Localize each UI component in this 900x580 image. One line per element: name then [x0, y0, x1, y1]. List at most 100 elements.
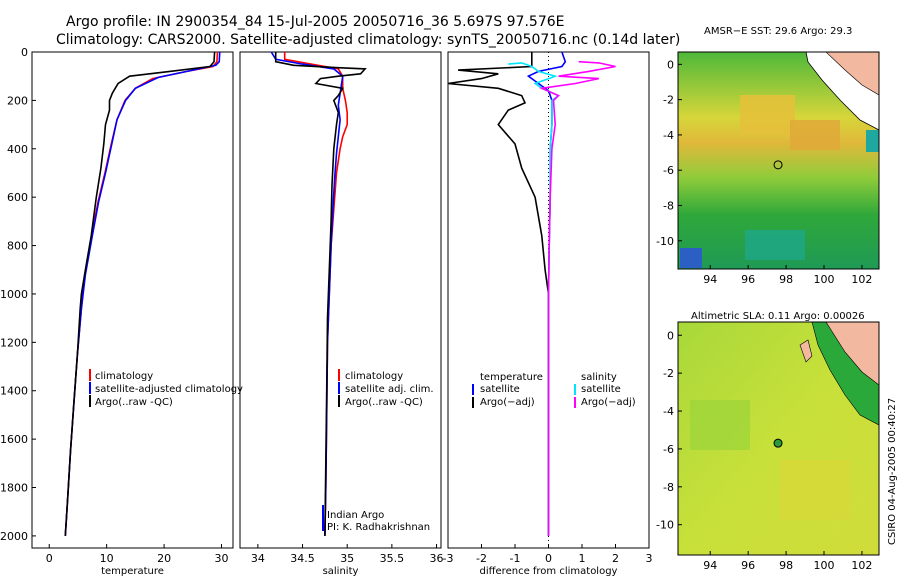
- x-tick-label: 102: [851, 273, 872, 286]
- y-tick-label: 0: [667, 329, 674, 342]
- x-tick-label: 34: [251, 552, 265, 565]
- plot-frame: [677, 51, 880, 270]
- y-tick-label: -2: [663, 94, 674, 107]
- x-tick-label: 20: [157, 552, 171, 565]
- sst-cold-patch: [680, 248, 702, 268]
- sla-patch: [690, 400, 750, 450]
- credit-label: CSIRO 04-Aug-2005 00:40:27: [887, 398, 898, 545]
- x-axis-label: difference from climatology: [480, 566, 618, 577]
- x-tick-label: 2: [612, 552, 619, 565]
- series-line-salinity-argo-adj-: [538, 60, 616, 536]
- y-tick-label: -4: [663, 129, 674, 142]
- x-tick-label: 96: [741, 273, 755, 286]
- x-tick-label: -3: [443, 552, 454, 565]
- y-tick-label: -2: [663, 367, 674, 380]
- legend-label-temp-satellite: satellite: [480, 384, 520, 395]
- legend-label-satellite: satellite adj. clim.: [345, 384, 434, 395]
- annotation-indian-argo: Indian Argo: [327, 510, 384, 521]
- series-line-climatology: [64, 51, 219, 536]
- y-tick-label: 1600: [0, 433, 28, 446]
- sla-map-field: [678, 322, 879, 555]
- series-line-argo: [274, 52, 367, 536]
- x-tick-label: 1: [579, 552, 586, 565]
- x-tick-label: 98: [779, 273, 793, 286]
- x-axis-label: temperature: [101, 566, 164, 577]
- legend-header-temperature: temperature: [480, 372, 543, 383]
- y-tick-label: 400: [7, 143, 28, 156]
- sumatra-land: [825, 52, 879, 96]
- difference-panel: -3 -2 -1 0 1 2 3 difference from climatology: [443, 51, 653, 577]
- legend-label-climatology: climatology: [345, 371, 403, 382]
- sla-map-axes: 94 96 98 100 102 -10 -8 -6 -4 -2 0: [656, 321, 880, 572]
- y-tick-label: -6: [663, 164, 674, 177]
- x-tick-label: 0: [46, 552, 53, 565]
- figure-title-line2: Climatology: CARS2000. Satellite-adjuste…: [56, 32, 680, 48]
- y-tick-label: 0: [667, 58, 674, 71]
- y-tick-label: 2000: [0, 530, 28, 543]
- x-tick-label: 96: [741, 559, 755, 572]
- argo-float-marker: [773, 160, 783, 170]
- sla-map-title: Altimetric SLA: 0.11 Argo: 0.00026: [691, 311, 865, 322]
- y-tick-label: 1200: [0, 336, 28, 349]
- y-tick-label: 800: [7, 240, 28, 253]
- temperature-legend: climatology satellite-adjusted climatolo…: [89, 369, 243, 408]
- sumatra-land: [825, 322, 879, 386]
- plot-frame: [239, 51, 442, 549]
- series-line-temperature-argo-adj-: [447, 52, 550, 536]
- figure-title-line1: Argo profile: IN 2900354_84 15-Jul-2005 …: [66, 14, 564, 30]
- temperature-panel: 0 10 20 30 temperature 0 200 400 600 800 1000 1200 1…: [0, 46, 234, 577]
- sla-patch: [780, 460, 850, 520]
- x-tick-label: 100: [814, 273, 835, 286]
- x-tick-label: 0: [545, 552, 552, 565]
- legend-label-climatology: climatology: [95, 371, 153, 382]
- salinity-panel: 34 34.5 35 35.5 36 salinity: [239, 51, 444, 577]
- plot-frame: [31, 51, 234, 549]
- x-tick-label: 30: [215, 552, 229, 565]
- x-tick-label: 100: [814, 559, 835, 572]
- legend-label-argo: Argo(..raw -QC): [95, 397, 173, 408]
- y-tick-label: 0: [21, 46, 28, 59]
- x-tick-label: 94: [703, 273, 717, 286]
- x-tick-label: 98: [779, 559, 793, 572]
- difference-legend: temperature satellite Argo(−adj) salinit…: [472, 372, 636, 408]
- x-tick-label: 34.5: [290, 552, 315, 565]
- y-tick-label: -8: [663, 199, 674, 212]
- y-tick-label: -10: [656, 235, 674, 248]
- y-tick-label: -8: [663, 481, 674, 494]
- sst-warm-patch: [790, 120, 840, 150]
- island-shape: [799, 339, 813, 363]
- x-tick-label: -1: [510, 552, 521, 565]
- plot-frame: [677, 321, 880, 556]
- series-line-argo: [64, 51, 216, 536]
- sst-map-title: AMSR−E SST: 29.6 Argo: 29.3: [704, 26, 852, 37]
- series-line-satellite: [270, 51, 344, 536]
- y-tick-label: 200: [7, 94, 28, 107]
- y-tick-label: -6: [663, 443, 674, 456]
- sst-cool-patch: [745, 230, 805, 260]
- y-tick-label: 1800: [0, 482, 28, 495]
- series-line-satellite: [64, 51, 221, 536]
- legend-label-sal-satellite: satellite: [581, 384, 621, 395]
- annotation-pi: PI: K. Radhakrishnan: [327, 522, 430, 533]
- y-tick-label: -10: [656, 519, 674, 532]
- x-tick-label: 36: [430, 552, 444, 565]
- sst-map-axes: 94 96 98 100 102 -10 -8 -6 -4 -2 0: [656, 51, 880, 286]
- y-tick-label: -4: [663, 405, 674, 418]
- sst-warm-patch: [740, 95, 795, 135]
- sst-coastal-patch: [866, 130, 879, 152]
- argo-float-marker: [773, 438, 783, 448]
- x-axis-label: salinity: [323, 566, 359, 577]
- legend-header-salinity: salinity: [581, 372, 617, 383]
- x-tick-label: 35.5: [380, 552, 405, 565]
- series-line-temperature-satellite: [526, 51, 567, 536]
- x-tick-label: 10: [100, 552, 114, 565]
- x-tick-label: -2: [476, 552, 487, 565]
- legend-label-satellite: satellite-adjusted climatology: [95, 384, 243, 395]
- x-tick-label: 94: [703, 559, 717, 572]
- salinity-legend: climatology satellite adj. clim. Argo(..…: [322, 369, 434, 533]
- y-tick-label: 1000: [0, 288, 28, 301]
- x-tick-label: 102: [851, 559, 872, 572]
- y-tick-label: 1400: [0, 385, 28, 398]
- series-line-climatology: [283, 52, 348, 536]
